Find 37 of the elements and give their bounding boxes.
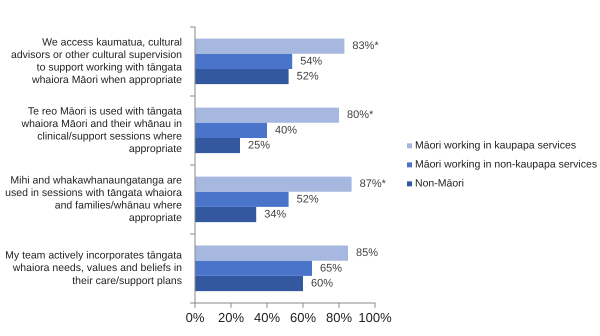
x-tick-label: 60% [290,310,316,326]
bar [196,246,348,261]
data-label: 83%* [352,40,380,52]
data-label: 40% [275,124,298,136]
x-tick-label: 80% [326,310,352,326]
bar [196,68,289,84]
data-label: 25% [248,140,270,152]
data-label: 85% [356,247,378,260]
data-label: 60% [311,278,334,290]
legend-label: Māori working in non-kaupapa services [415,158,598,171]
bar [196,206,256,222]
bar [196,260,312,276]
data-label: 52% [296,193,319,206]
x-tick-label: 100% [358,310,392,326]
y-tick-label: Te reo Māori is used with tāngata whaiora Māori and their whānau in clinical/support sessions where appropriate [20,105,182,156]
data-label: 54% [300,55,322,68]
x-tick-label: 0% [186,310,205,326]
y-tick-label: We access kaumatua, cultural advisors or other cultural supervision to support working with tāngata whaiora Māori when appropriate [11,36,182,86]
data-label: 65% [320,262,342,274]
bar [196,108,339,123]
legend-label: Māori working in kaupapa services [415,140,576,152]
data-label: 34% [264,208,286,221]
legend-label: Non-Māori [415,178,464,190]
bar [196,54,292,69]
bar [196,276,303,292]
bar [196,192,289,207]
data-label: 80%* [347,109,374,122]
data-label: 52% [296,70,319,83]
data-label: 87%* [360,178,387,190]
bar [196,38,344,54]
bar [196,138,240,154]
bar [196,122,267,138]
x-tick-label: 20% [218,310,244,326]
y-tick-label: Mihi and whakawhanaungatanga are used in sessions with tāngata whaiora and families/whānau where appropriate [5,174,182,224]
x-tick-label: 40% [254,310,280,326]
y-tick-label: My team actively incorporates tāngata whaiora needs, values and beliefs in their care/support plans [5,250,182,287]
bar [196,176,352,192]
